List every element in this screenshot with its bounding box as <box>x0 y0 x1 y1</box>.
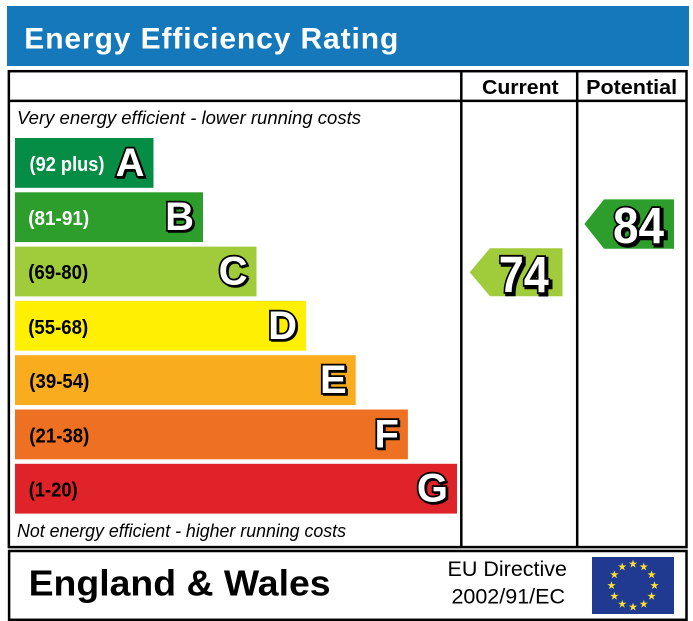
svg-text:C: C <box>219 250 248 294</box>
svg-text:(81-91): (81-91) <box>28 207 89 230</box>
svg-text:B: B <box>167 197 196 241</box>
svg-text:(39-54): (39-54) <box>29 370 89 393</box>
svg-text:84: 84 <box>613 197 665 254</box>
svg-text:(21-38): (21-38) <box>29 424 89 447</box>
svg-text:(69-80): (69-80) <box>28 261 88 284</box>
svg-text:G: G <box>418 468 449 512</box>
svg-text:84: 84 <box>615 199 667 256</box>
svg-text:Not energy efficient - higher: Not energy efficient - higher running co… <box>17 521 346 541</box>
svg-text:A: A <box>117 142 146 186</box>
svg-text:F: F <box>374 412 398 456</box>
svg-text:E: E <box>322 360 349 404</box>
svg-text:Current: Current <box>482 76 559 99</box>
svg-text:EU Directive: EU Directive <box>448 557 567 581</box>
svg-text:England & Wales: England & Wales <box>29 563 331 604</box>
svg-text:E: E <box>320 358 347 402</box>
svg-text:A: A <box>116 141 145 185</box>
svg-text:Very energy efficient - lower: Very energy efficient - lower running co… <box>17 108 361 128</box>
svg-text:D: D <box>268 304 297 348</box>
svg-text:(92 plus): (92 plus) <box>30 153 105 176</box>
svg-text:74: 74 <box>501 248 552 305</box>
svg-text:74: 74 <box>499 246 550 303</box>
svg-text:D: D <box>270 305 299 349</box>
svg-text:Potential: Potential <box>586 76 677 99</box>
svg-text:2002/91/EC: 2002/91/EC <box>451 585 565 609</box>
svg-text:C: C <box>220 251 249 295</box>
svg-text:Energy Efficiency Rating: Energy Efficiency Rating <box>24 23 398 56</box>
svg-text:F: F <box>376 414 400 458</box>
svg-text:(1-20): (1-20) <box>29 479 78 502</box>
svg-text:(55-68): (55-68) <box>28 316 88 339</box>
svg-text:G: G <box>417 467 448 511</box>
svg-text:B: B <box>165 195 194 239</box>
